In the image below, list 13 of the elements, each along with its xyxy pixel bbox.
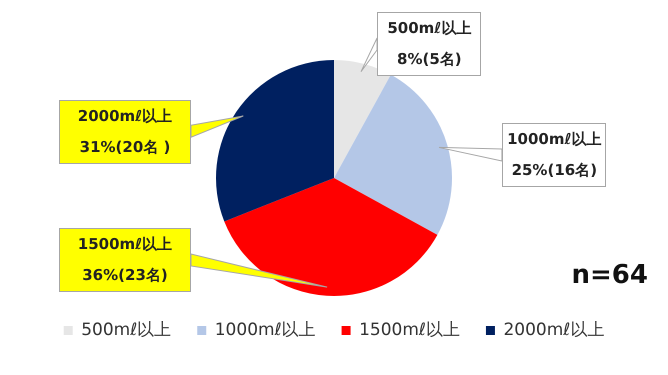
data-label: 31%(20名 ) <box>80 138 170 157</box>
data-label: 25%(16名) <box>512 160 598 180</box>
legend-label: 500mℓ以上 <box>81 320 172 340</box>
slice-label: 2000mℓ以上 <box>78 106 172 126</box>
data-label: 36%(23名) <box>82 266 168 286</box>
slice-label: 500mℓ以上 <box>387 19 472 38</box>
legend-label: 2000mℓ以上 <box>503 320 604 340</box>
slice-label: 1500mℓ以上 <box>78 235 172 254</box>
slice-label: 1000mℓ以上 <box>507 130 602 149</box>
legend-label: 1500mℓ以上 <box>359 320 460 340</box>
data-label: 8%(5名) <box>397 50 462 69</box>
text: n=64 <box>572 260 648 290</box>
legend-label: 1000mℓ以上 <box>214 320 316 340</box>
